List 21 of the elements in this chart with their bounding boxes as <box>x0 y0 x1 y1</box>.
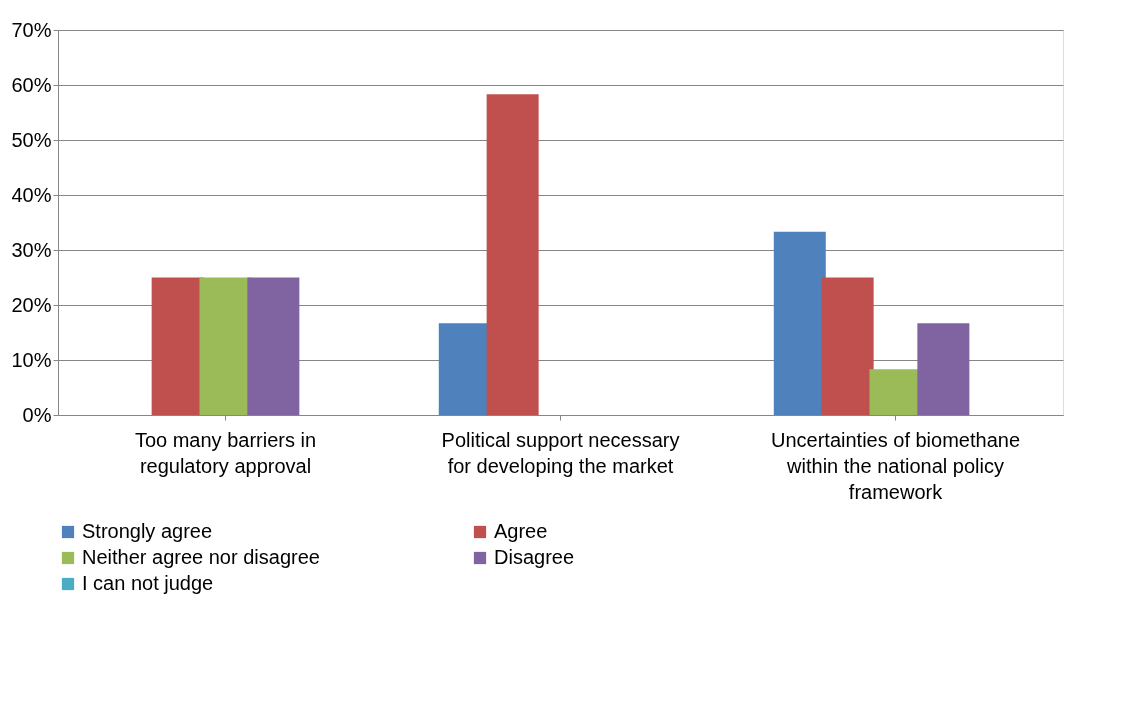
y-tick-label: 60% <box>11 73 52 96</box>
bar <box>917 323 970 415</box>
legend-label: I can not judge <box>82 572 214 594</box>
y-tick-label: 20% <box>11 293 52 316</box>
legend-label: Neither agree nor disagree <box>82 546 320 568</box>
legend-label: Strongly agree <box>82 520 213 542</box>
bar <box>773 231 826 415</box>
bar <box>247 277 300 415</box>
x-tick-label: Uncertainties of biomethane within the national policy framework <box>770 428 1021 503</box>
y-tick-label: 50% <box>11 128 52 151</box>
y-tick-label: 70% <box>11 18 52 41</box>
y-tick-label: 0% <box>22 403 52 426</box>
legend-label: Disagree <box>494 546 575 568</box>
y-tick-label: 40% <box>11 183 52 206</box>
bar <box>486 94 539 415</box>
y-tick-label: 30% <box>11 238 52 261</box>
y-tick-label: 10% <box>11 348 52 371</box>
x-tick-label: Political support necessary for developing the market <box>441 428 680 477</box>
legend-label: Agree <box>494 520 548 542</box>
bar <box>821 277 874 415</box>
x-tick-label: Too many barriers in regulatory approval <box>134 428 317 477</box>
